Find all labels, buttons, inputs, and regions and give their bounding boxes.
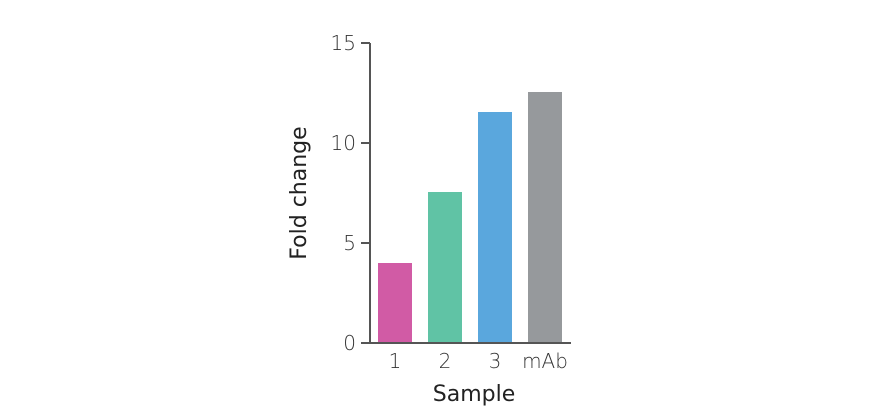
y-tick-label: 0 <box>343 331 356 355</box>
bar-mAb <box>528 92 562 343</box>
x-axis-title: Sample <box>433 382 516 407</box>
x-tick-labels: 1 2 3 mAb <box>389 349 568 373</box>
y-tick-label: 15 <box>331 31 356 55</box>
bar-2 <box>428 192 462 343</box>
y-ticks: 0 5 10 15 <box>331 31 370 355</box>
x-tick-label: 3 <box>489 349 502 373</box>
bar-1 <box>378 263 412 343</box>
y-tick-label: 5 <box>343 231 356 255</box>
bars-group <box>378 92 562 343</box>
bar-3 <box>478 112 512 343</box>
y-axis-title: Fold change <box>287 126 312 259</box>
x-tick-label: 2 <box>439 349 452 373</box>
y-tick-label: 10 <box>331 131 356 155</box>
x-tick-label: 1 <box>389 349 402 373</box>
x-tick-label: mAb <box>522 349 568 373</box>
